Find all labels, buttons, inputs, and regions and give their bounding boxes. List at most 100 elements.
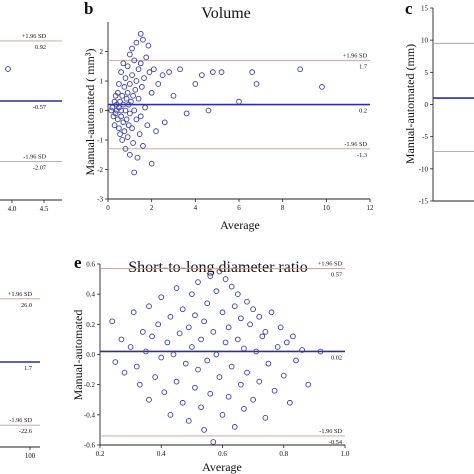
panel-e-point: [234, 336, 241, 343]
panel-e-point: [225, 393, 232, 400]
panel-b-point: [129, 72, 135, 78]
panel-b-point: [108, 107, 115, 114]
panel-b-point: [128, 98, 134, 105]
panel-b-upper-loa-label: +1.96 SD: [343, 52, 368, 59]
panel-e-y-tick-label: 0.4: [86, 291, 95, 299]
panel-e-point: [201, 427, 207, 433]
panel-b-point: [120, 101, 127, 108]
panel-b-point: [116, 81, 122, 87]
panel-e-point: [271, 387, 278, 394]
panel-a-upper-loa-value: 0.92: [35, 44, 46, 51]
panel-e-mean-value: 0.02: [331, 354, 342, 361]
panel-e-point: [207, 390, 214, 397]
panel-b-point: [120, 119, 127, 126]
panel-b-point: [117, 98, 123, 105]
panel-a-x-tick-label: 4.5: [40, 205, 49, 213]
panel-b-point: [121, 128, 128, 135]
panel-b-x-tick-label: 12: [367, 204, 375, 212]
panel-e-point: [149, 333, 155, 340]
panel-b-point: [297, 66, 303, 73]
panel-b-point: [109, 104, 116, 111]
panel-e-point: [210, 329, 217, 335]
panel-b-y-label: Manual-automated ( mm³): [83, 49, 97, 176]
panel-e-point: [213, 288, 220, 295]
panel-e-y-tick-label: 0.2: [86, 321, 95, 329]
panel-b-point: [161, 119, 168, 126]
panel-b-point: [124, 134, 131, 140]
panel-b-point: [209, 69, 216, 76]
panel-b-point: [134, 154, 141, 161]
panel-d-lower-loa-value: -22.6: [19, 428, 32, 435]
panel-d-mean-value: 1.7: [24, 365, 32, 372]
panel-b-point: [236, 98, 242, 105]
panel-b-x-tick-label: 8: [281, 204, 285, 212]
panel-b-point: [126, 110, 133, 117]
panel-e-point: [234, 291, 241, 298]
panel-e-point: [219, 309, 226, 316]
panel-b-x-label: Average: [220, 218, 260, 232]
panel-a-lower-loa-label: -1.96 SD: [23, 153, 46, 160]
panel-d-upper-loa-value: 26.0: [21, 302, 32, 309]
panel-e-point: [173, 285, 180, 291]
panel-b-point: [218, 69, 225, 76]
panel-b-y-tick-label: -3: [97, 196, 103, 204]
panel-b-x-tick-label: 4: [194, 204, 198, 212]
panel-b-point: [138, 84, 145, 90]
panel-e-point: [173, 378, 180, 385]
panel-e-point: [317, 348, 324, 355]
panel-e-point: [164, 339, 171, 346]
panel-e-point: [210, 439, 217, 445]
panel-e-point: [152, 374, 158, 380]
panel-c-y-tick-label: 15: [421, 5, 429, 13]
panel-b-point: [125, 122, 132, 129]
panel-b-mean-value: 0.2: [359, 108, 367, 115]
panel-b-point: [119, 92, 126, 99]
panel-e-point: [161, 389, 168, 396]
panel-b-upper-loa-value: 1.7: [359, 63, 367, 70]
panel-e-point: [182, 360, 189, 367]
panel-b-point: [117, 131, 123, 137]
panel-b-x-tick-label: 6: [237, 204, 241, 212]
panel-e-point: [213, 351, 220, 358]
panel-e-lower-loa-value: -0.54: [329, 439, 343, 446]
panel-e-point: [195, 366, 201, 373]
panel-e-point: [262, 415, 269, 421]
panel-b-point: [130, 92, 136, 99]
panel-b-point: [249, 69, 255, 76]
panel-e-point: [228, 283, 235, 290]
panel-e-point: [231, 424, 238, 430]
panel-e-point: [277, 324, 284, 331]
panel-e-point: [198, 336, 204, 343]
panel-c-y-tick-label: 0: [425, 101, 429, 109]
panel-e-point: [222, 276, 229, 282]
panel-b-point: [118, 113, 124, 120]
panel-b-point: [122, 107, 129, 114]
panel-b-point: [135, 95, 142, 102]
panel-e-point: [109, 318, 116, 325]
panel-b-point: [137, 113, 144, 120]
panel-b-point: [141, 75, 147, 81]
panel-b-title: Volume: [201, 5, 250, 22]
panel-e-point: [146, 396, 152, 403]
panel-e-point: [293, 357, 299, 364]
panel-e-x-tick-label: 0.4: [157, 450, 166, 458]
panel-b-y-tick-label: 1: [100, 78, 104, 86]
panel-b-point: [253, 81, 260, 87]
panel-b-point: [155, 81, 162, 87]
panel-b-point: [199, 72, 205, 78]
panel-e-point: [179, 306, 186, 313]
panel-b-point: [120, 60, 127, 67]
panel-e-y-tick-label: -0.6: [84, 442, 96, 450]
panel-e-point: [204, 300, 211, 307]
panel-e-x-label: Average: [202, 460, 242, 474]
panel-b-point: [166, 69, 172, 76]
panel-a-x-tick-label: 4.0: [8, 205, 17, 213]
panel-e-point: [299, 347, 305, 353]
panel-b-point: [148, 160, 155, 167]
panel-e-y-label: Manual-automated: [71, 310, 85, 401]
panel-c-y-tick-label: 10: [421, 37, 429, 45]
panel-e-point: [136, 381, 143, 388]
panel-c-y-label: Manual-automated (mm): [403, 44, 417, 164]
panel-e-point: [158, 294, 165, 301]
